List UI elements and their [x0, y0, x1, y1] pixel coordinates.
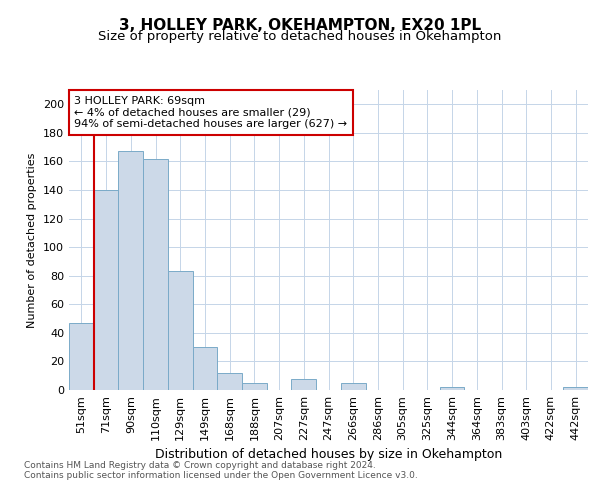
Bar [341, 383, 365, 390]
Bar [563, 387, 588, 390]
Bar [292, 378, 316, 390]
Text: 3 HOLLEY PARK: 69sqm
← 4% of detached houses are smaller (29)
94% of semi-detach: 3 HOLLEY PARK: 69sqm ← 4% of detached ho… [74, 96, 347, 129]
Text: 3, HOLLEY PARK, OKEHAMPTON, EX20 1PL: 3, HOLLEY PARK, OKEHAMPTON, EX20 1PL [119, 18, 481, 32]
Y-axis label: Number of detached properties: Number of detached properties [28, 152, 37, 328]
X-axis label: Distribution of detached houses by size in Okehampton: Distribution of detached houses by size … [155, 448, 502, 462]
Bar [143, 158, 168, 390]
Bar [69, 323, 94, 390]
Bar [168, 272, 193, 390]
Bar [94, 190, 118, 390]
Bar [118, 152, 143, 390]
Bar [440, 387, 464, 390]
Bar [193, 347, 217, 390]
Bar [242, 383, 267, 390]
Bar [217, 373, 242, 390]
Text: Size of property relative to detached houses in Okehampton: Size of property relative to detached ho… [98, 30, 502, 43]
Text: Contains HM Land Registry data © Crown copyright and database right 2024.
Contai: Contains HM Land Registry data © Crown c… [24, 460, 418, 480]
